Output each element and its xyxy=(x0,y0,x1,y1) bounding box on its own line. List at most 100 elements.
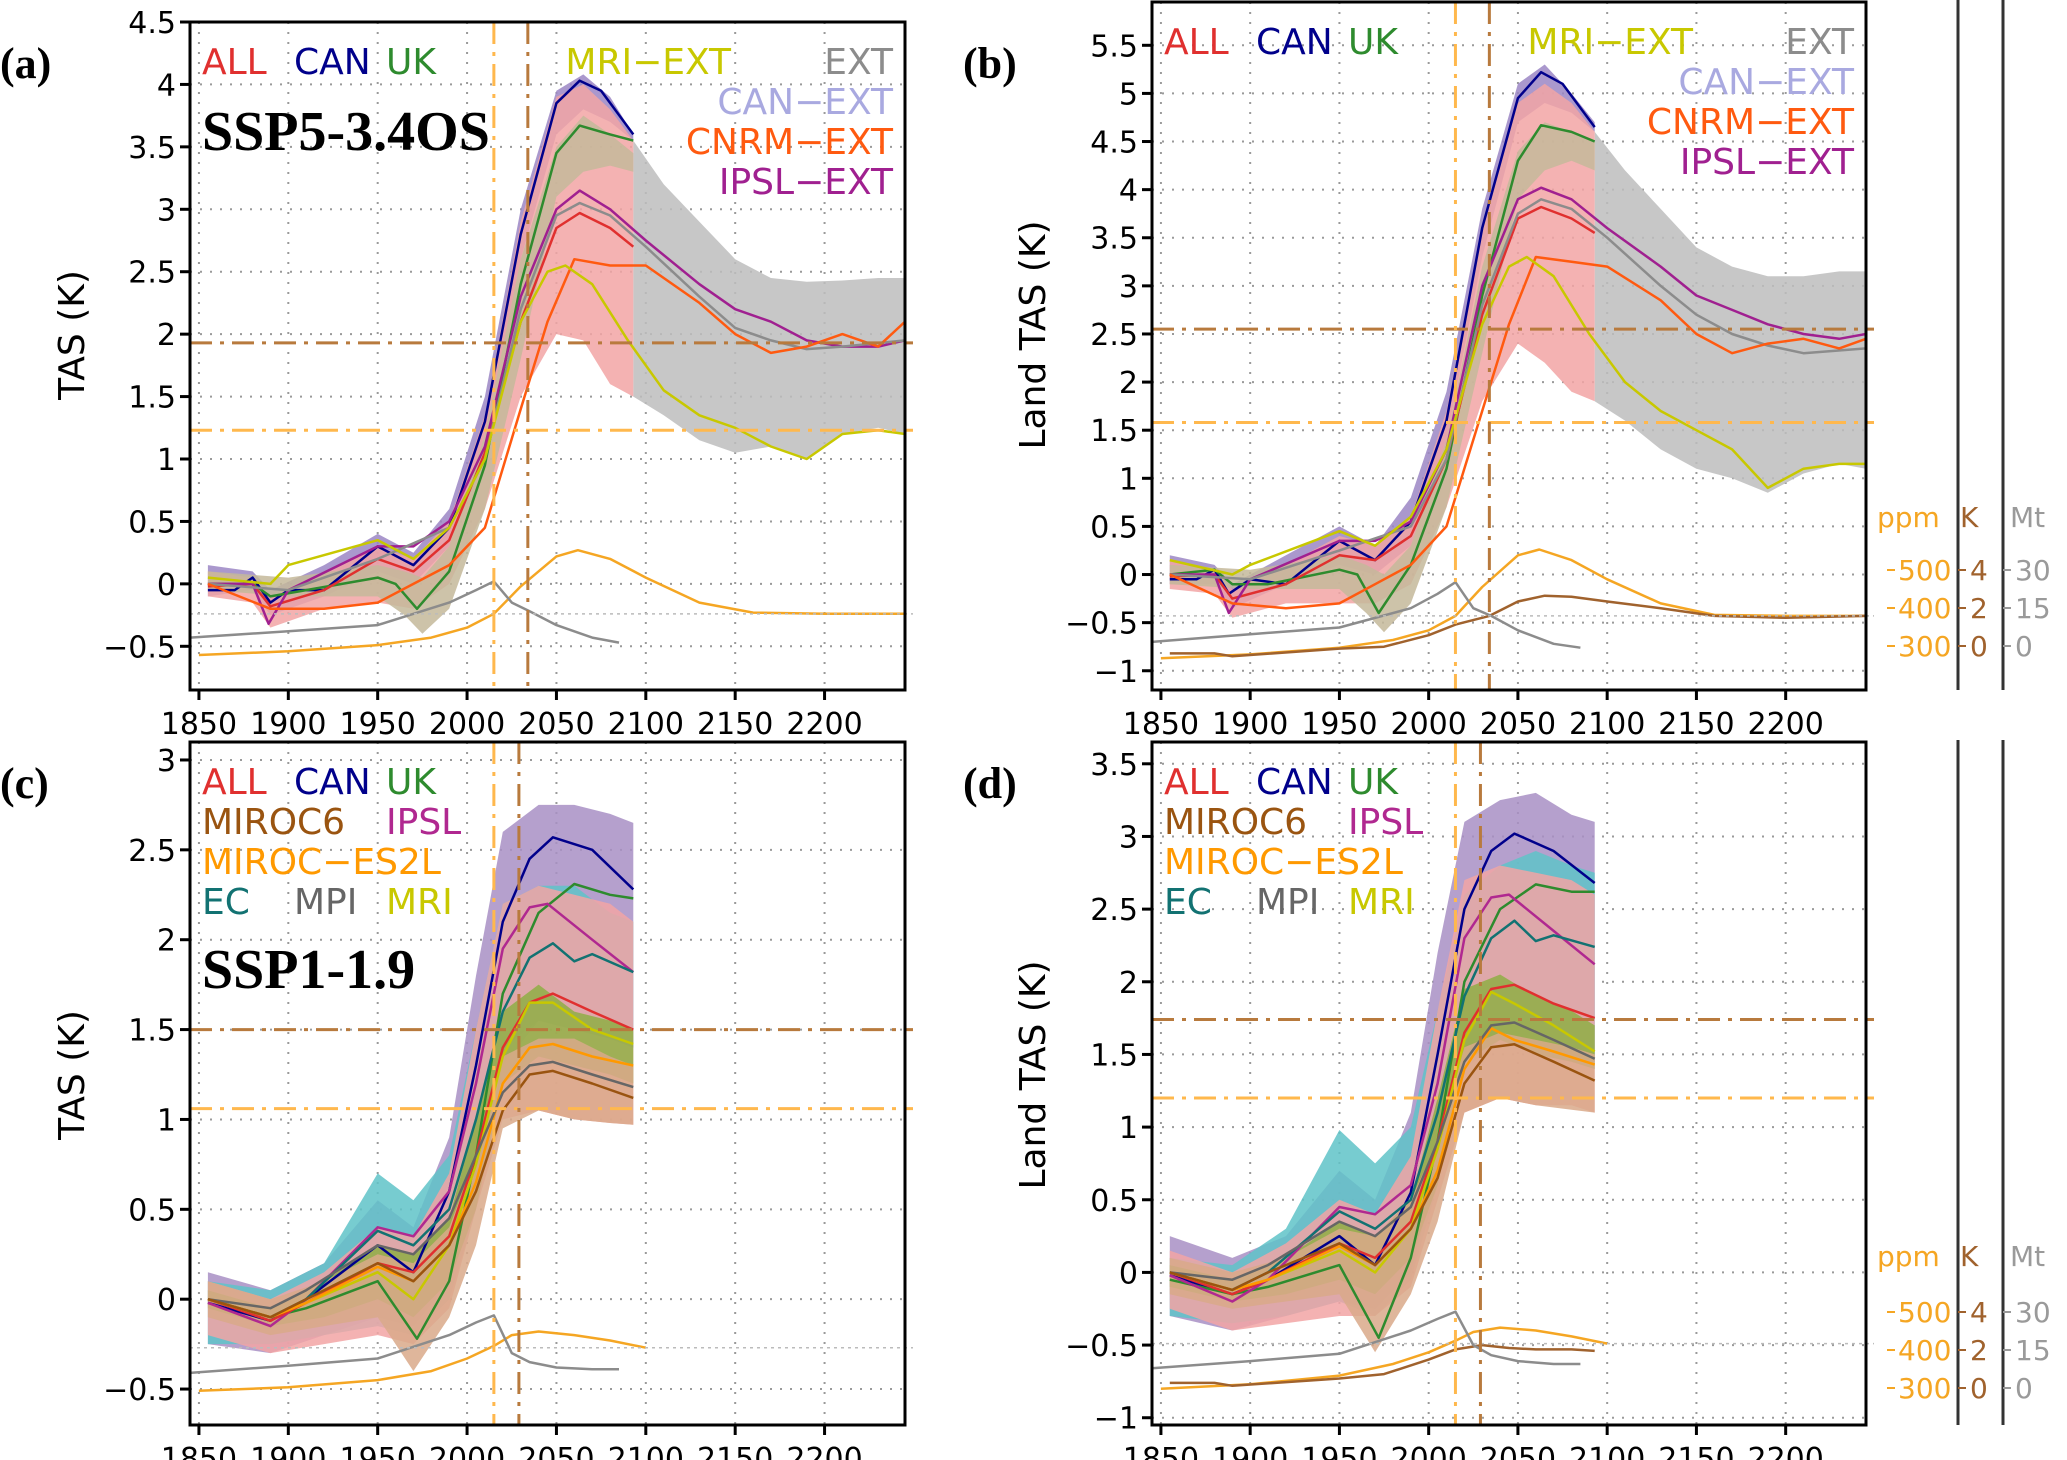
y-tick-label: 4 xyxy=(157,68,176,103)
series-ext xyxy=(207,201,905,592)
legend-item-ipsl: IPSL xyxy=(386,802,461,843)
y-axis-label-a: TAS (K) xyxy=(52,270,93,401)
y-tick-label: 1.5 xyxy=(128,381,176,416)
y-tick-label: −0.5 xyxy=(103,1373,176,1408)
y-tick-label: 3 xyxy=(157,193,176,228)
x-tick-label: 2000 xyxy=(429,1442,505,1460)
legend-item-cnrm-ext: CNRM−EXT xyxy=(1647,102,1855,143)
x-tick-label: 1850 xyxy=(161,707,237,742)
series-miroc6 xyxy=(207,1069,634,1319)
x-tick-label: 1950 xyxy=(340,1442,416,1460)
aux-tick-ppm-300-d: 300 xyxy=(1898,1372,1951,1405)
y-axis-label-b: Land TAS (K) xyxy=(1013,220,1054,449)
x-tick-label: 1950 xyxy=(1301,707,1377,742)
x-tick-label: 2150 xyxy=(1658,1442,1734,1460)
legend-item-all: ALL xyxy=(202,762,267,803)
y-tick-label: 0.5 xyxy=(1090,510,1138,545)
legend-item-can-ext: CAN−EXT xyxy=(717,82,894,123)
aux-tick-ppm-500-d: 500 xyxy=(1898,1296,1951,1329)
plot-frame-b xyxy=(1150,0,1868,692)
aux-axes-b: ppm K Mt 500 400 300 4 2 0 30 15 0 xyxy=(1877,0,2051,690)
legend-item-mpi: MPI xyxy=(294,882,357,923)
x-tick-label: 2100 xyxy=(1569,1442,1645,1460)
legend-item-all: ALL xyxy=(1164,22,1229,63)
legend-item-cnrm-ext: CNRM−EXT xyxy=(686,122,894,163)
x-tick-label: 1900 xyxy=(1212,1442,1288,1460)
y-tick-label: 3.5 xyxy=(128,131,176,166)
plot-area-a: 1850 1900 1950 2000 2050 2100 2150 2200 −0.5 0 0.5… xyxy=(103,6,913,742)
plot-content-c xyxy=(190,804,647,1393)
scenario-label-a: SSP5-3.4OS xyxy=(202,101,490,163)
legend-item-uk: UK xyxy=(1348,762,1399,803)
y-tick-label: 0.5 xyxy=(128,505,176,540)
aux-axes-d: ppm K Mt 500 400 300 4 2 0 30 15 0 xyxy=(1877,740,2051,1425)
y-tick-label: −1 xyxy=(1094,655,1138,690)
series-miroc-es2l xyxy=(1169,1027,1596,1292)
panel-letter-b: (b) xyxy=(963,39,1017,88)
x-tick-label: 2100 xyxy=(608,707,684,742)
y-tick-label: 2 xyxy=(1119,966,1138,1001)
panel-a: (a) TAS (K) 1850 1900 1950 2000 2050 2100 2150… xyxy=(0,6,913,742)
legend-item-miroc6: MIROC6 xyxy=(202,802,345,843)
aux-ticks-ppm: 500 400 300 xyxy=(1887,554,1951,663)
aux-tick-k-4: 4 xyxy=(1970,554,1988,587)
y-tick-label: 0 xyxy=(1119,559,1138,594)
series-mri-ext xyxy=(1169,255,1866,576)
band-ext-range xyxy=(1594,131,1866,493)
aux-tick-mt-30: 30 xyxy=(2015,554,2051,587)
x-tick-label: 2150 xyxy=(697,1442,773,1460)
x-tick-label: 2050 xyxy=(1480,1442,1556,1460)
aux-label-mt-d: Mt xyxy=(2010,1240,2045,1273)
series-cnrm-ext xyxy=(207,257,905,611)
y-tick-label: −0.5 xyxy=(1065,1329,1138,1364)
band-uk-range xyxy=(1169,122,1595,633)
y-tick-label: 3.5 xyxy=(1090,222,1138,257)
series-temperature-k xyxy=(1169,594,1866,658)
series-ipsl xyxy=(207,902,635,1328)
x-tick-label: 1850 xyxy=(1123,707,1199,742)
y-tick-label: 1 xyxy=(1119,462,1138,497)
series-cnrm-ext xyxy=(1169,255,1866,610)
legend-item-miroc-es2l: MIROC−ES2L xyxy=(1164,842,1403,883)
legend-item-ipsl: IPSL xyxy=(1348,802,1423,843)
y-tick-label: 4.5 xyxy=(1090,126,1138,161)
y-tick-label: 1.5 xyxy=(128,1014,176,1049)
aux-label-ppm: ppm xyxy=(1877,501,1940,534)
series-temperature-k xyxy=(1169,1343,1595,1388)
x-tick-label: 2050 xyxy=(518,707,594,742)
aux-label-k: K xyxy=(1960,501,1979,534)
x-tick-label: 2050 xyxy=(518,1442,594,1460)
y-tick-label: 2.5 xyxy=(128,834,176,869)
y-tick-label: 3 xyxy=(1119,270,1138,305)
aux-tick-ppm-400-d: 400 xyxy=(1898,1334,1951,1367)
series-ext xyxy=(1169,198,1866,581)
x-tick-label: 2050 xyxy=(1480,707,1556,742)
aux-tick-k-4-d: 4 xyxy=(1970,1296,1988,1329)
plot-area-d: 1850 1900 1950 2000 2050 2100 2150 2200 −1 −0.5 0 0… xyxy=(1065,740,1874,1460)
series-emissions-mt xyxy=(1152,580,1581,649)
y-tick-label: 2 xyxy=(1119,366,1138,401)
series-can xyxy=(207,79,635,604)
legend-item-miroc-es2l: MIROC−ES2L xyxy=(202,842,441,883)
plot-area-c: 1850 1900 1950 2000 2050 2100 2150 2200 −0.5 0 0.5… xyxy=(103,740,913,1460)
aux-label-k-d: K xyxy=(1960,1240,1979,1273)
x-tick-label: 1900 xyxy=(250,707,326,742)
x-tick-label: 2000 xyxy=(1390,707,1466,742)
legend-item-can: CAN xyxy=(294,762,371,803)
y-tick-label: 2.5 xyxy=(1090,318,1138,353)
legend-item-ext: EXT xyxy=(1785,22,1855,63)
aux-ticks-mt-d: 30 15 0 xyxy=(2003,1296,2051,1405)
series-mpi xyxy=(207,1060,634,1310)
y-tick-label: 3 xyxy=(157,744,176,779)
legend-item-ipsl-ext: IPSL−EXT xyxy=(1680,142,1855,183)
aux-tick-k-2-d: 2 xyxy=(1970,1334,1988,1367)
x-tick-label: 1900 xyxy=(250,1442,326,1460)
panel-letter-a: (a) xyxy=(0,39,51,88)
legend-item-mri: MRI xyxy=(386,882,453,923)
x-tick-label: 1950 xyxy=(340,707,416,742)
y-tick-label: 1 xyxy=(157,443,176,478)
x-tick-label: 2000 xyxy=(429,707,505,742)
aux-tick-mt-15-d: 15 xyxy=(2015,1334,2051,1367)
x-tick-label: 2100 xyxy=(608,1442,684,1460)
